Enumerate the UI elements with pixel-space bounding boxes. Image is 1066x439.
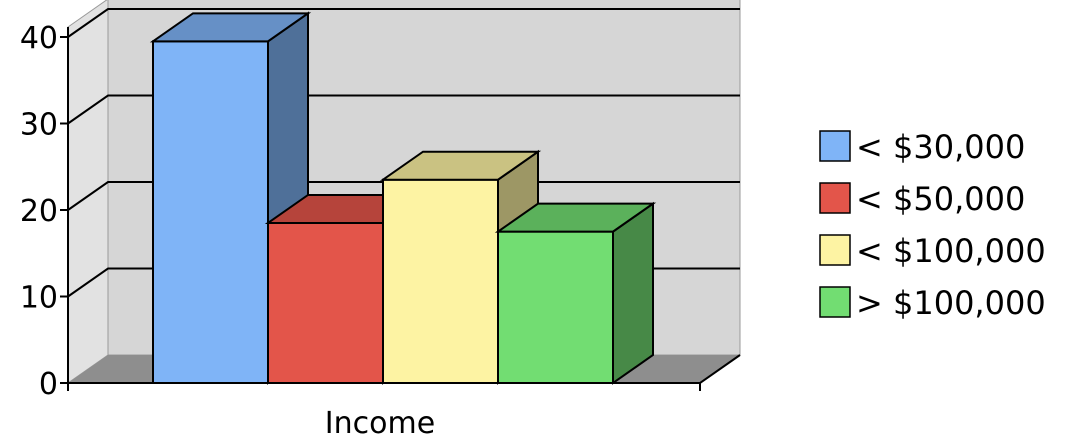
y-tick-label: 30 — [20, 108, 58, 143]
legend-swatch — [819, 234, 851, 266]
x-axis-label: Income — [325, 406, 435, 439]
y-tick-label: 40 — [20, 21, 58, 56]
chart-side-wall — [67, 0, 109, 384]
legend-swatch — [819, 130, 851, 162]
bar-top — [494, 202, 657, 233]
bar-front — [267, 221, 384, 384]
bar-front — [497, 230, 614, 384]
legend-swatch — [819, 182, 851, 214]
y-tick-label: 20 — [20, 194, 58, 229]
legend: < $30,000 < $50,000 < $100,000 > $100,000 — [819, 128, 1046, 322]
legend-swatch — [819, 286, 851, 318]
y-tick-label: 10 — [20, 281, 58, 316]
gridline — [67, 94, 740, 125]
bar-top — [149, 12, 312, 43]
bar-4 — [494, 201, 657, 385]
legend-label: < $100,000 — [856, 232, 1046, 270]
legend-label: < $50,000 — [856, 180, 1025, 218]
bar-top — [379, 150, 542, 181]
legend-label: < $30,000 — [856, 128, 1025, 166]
bar-side — [612, 201, 654, 385]
y-axis: 0 10 20 30 40 — [20, 21, 741, 402]
bar-front — [152, 40, 269, 384]
gridline — [67, 8, 740, 38]
y-tick-label: 0 — [39, 367, 58, 402]
bar-front — [382, 178, 499, 384]
bars — [149, 11, 657, 385]
legend-label: > $100,000 — [856, 284, 1046, 322]
